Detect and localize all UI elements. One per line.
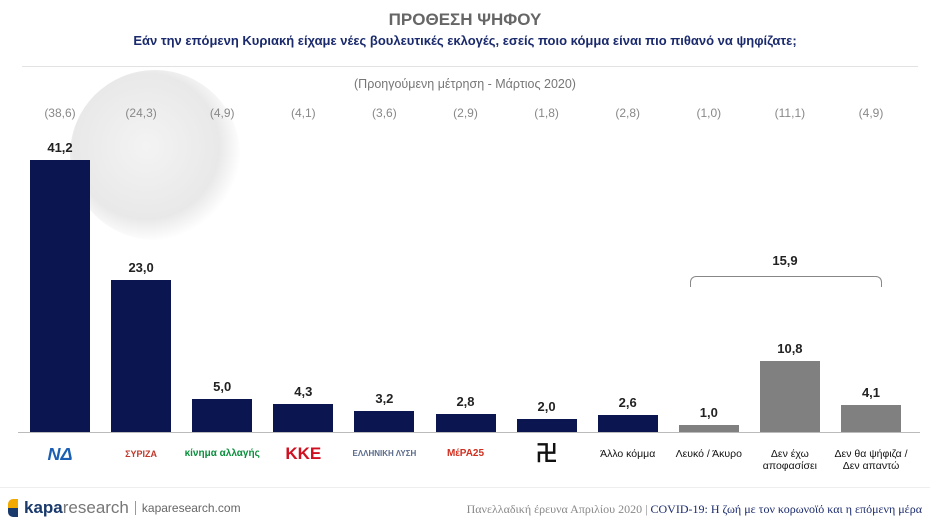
previous-value-label: (4,9) bbox=[858, 106, 884, 120]
x-axis-line bbox=[18, 432, 920, 433]
party-logo: ΚΚΕ bbox=[285, 444, 322, 463]
value-label: 4,3 bbox=[294, 383, 313, 399]
party-logo: ΣΥΡΙΖΑ bbox=[125, 449, 158, 459]
survey-label: Πανελλαδική έρευνα Απριλίου 2020 | bbox=[466, 502, 648, 516]
bar bbox=[273, 403, 334, 432]
previous-value-label: (2,8) bbox=[615, 106, 641, 120]
footer-divider bbox=[0, 487, 930, 488]
party-logo: ΜέΡΑ25 bbox=[446, 448, 485, 459]
bar bbox=[759, 360, 820, 432]
divider bbox=[22, 66, 918, 67]
value-label: 3,2 bbox=[375, 390, 394, 406]
kapa-logo-icon bbox=[8, 499, 18, 517]
brand-name: kaparesearch bbox=[24, 498, 129, 517]
value-label: 23,0 bbox=[128, 260, 154, 276]
previous-value-label: (1,8) bbox=[534, 106, 559, 120]
website-link[interactable]: kaparesearch.com bbox=[134, 501, 241, 515]
party-logo: κίνημα αλλαγής bbox=[184, 448, 260, 459]
value-label: 5,0 bbox=[213, 378, 232, 394]
previous-value-label: (2,9) bbox=[453, 106, 478, 120]
previous-value-label: (24,3) bbox=[125, 106, 157, 120]
bar bbox=[516, 418, 577, 432]
category-label: Δεν έχω αποφασίσει bbox=[762, 448, 817, 472]
previous-value-label: (4,9) bbox=[209, 106, 235, 120]
value-label: 2,8 bbox=[456, 393, 475, 409]
previous-value-label: (11,1) bbox=[774, 106, 806, 120]
bar bbox=[192, 398, 253, 432]
value-label: 2,6 bbox=[618, 394, 637, 410]
bar bbox=[354, 410, 415, 432]
bar bbox=[678, 425, 739, 432]
previous-value-label: (3,6) bbox=[372, 106, 397, 120]
category-label: Άλλο κόμμα bbox=[600, 448, 656, 460]
footer-brand: kaparesearch kaparesearch.com bbox=[8, 498, 241, 518]
category-label: Λευκό / Άκυρο bbox=[675, 448, 742, 460]
value-label: 10,8 bbox=[777, 340, 803, 356]
bar bbox=[435, 413, 496, 432]
previous-value-label: (1,0) bbox=[696, 106, 722, 120]
bar bbox=[597, 414, 658, 432]
party-logo: ΝΔ bbox=[47, 444, 73, 464]
value-label: 2,0 bbox=[537, 398, 556, 414]
previous-value-label: (4,1) bbox=[290, 106, 316, 120]
group-total-label: 15,9 bbox=[772, 253, 798, 268]
category-label: Δεν θα ψήφιζα / Δεν απαντώ bbox=[834, 448, 908, 472]
study-title: COVID-19: Η ζωή με τον κορωνοϊό και η επ… bbox=[650, 502, 923, 516]
footer-survey-info: Πανελλαδική έρευνα Απριλίου 2020 | COVID… bbox=[467, 502, 922, 517]
value-label: 4,1 bbox=[861, 384, 881, 400]
previous-measurement-note: (Προηγούμενη μέτρηση - Μάρτιος 2020) bbox=[354, 77, 576, 91]
value-label: 1,0 bbox=[699, 405, 718, 421]
chart-question: Εάν την επόμενη Κυριακή είχαμε νέες βουλ… bbox=[133, 33, 797, 48]
chart-title: ΠΡΟΘΕΣΗ ΨΗΦΟΥ bbox=[388, 10, 542, 29]
bar bbox=[30, 160, 90, 432]
coronavirus-watermark bbox=[70, 70, 240, 240]
party-logo-meander: 卍 bbox=[535, 441, 558, 466]
group-bracket bbox=[690, 276, 882, 287]
bar bbox=[841, 404, 901, 432]
bar bbox=[111, 280, 172, 432]
previous-value-label: (38,6) bbox=[44, 106, 76, 120]
value-label: 41,2 bbox=[47, 140, 73, 155]
party-logo: ΕΛΛΗΝΙΚΗ ΛΥΣΗ bbox=[352, 449, 417, 458]
